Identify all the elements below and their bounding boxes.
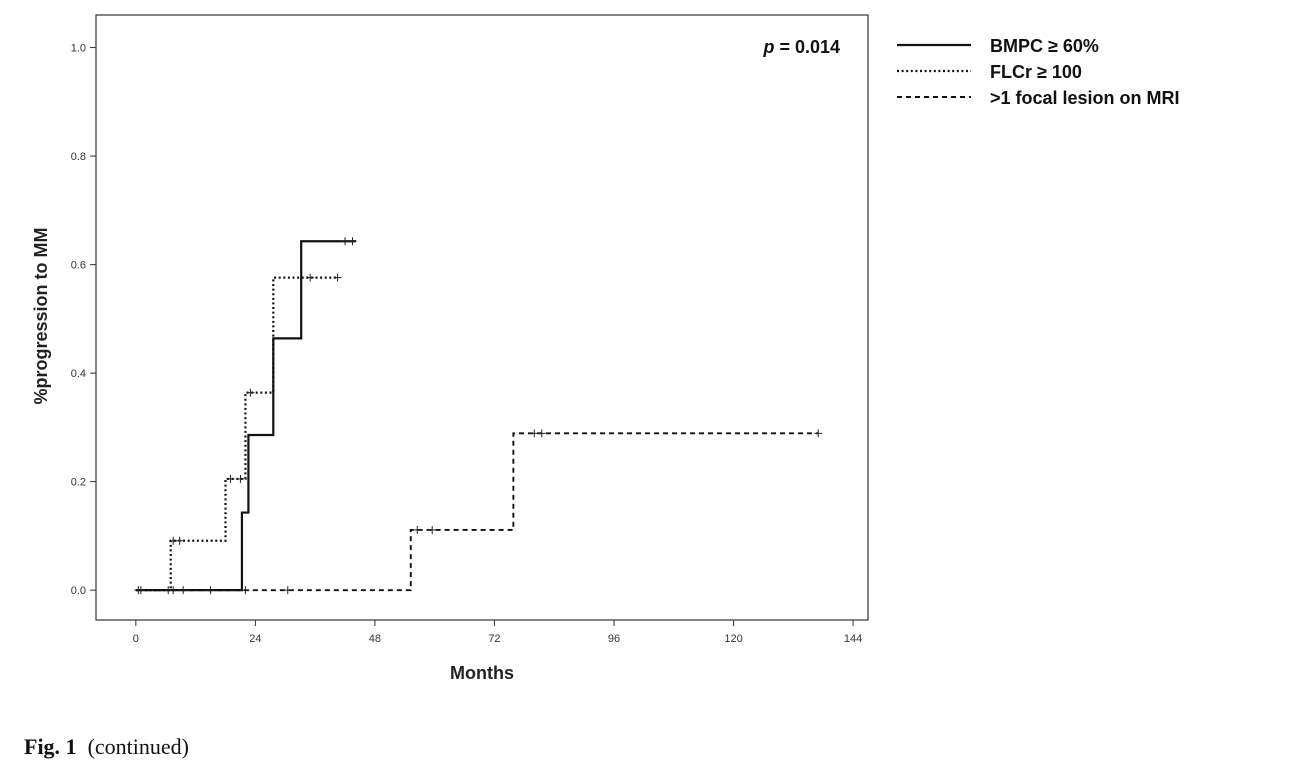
censor-mark <box>136 586 145 595</box>
y-tick-label: 0.2 <box>71 477 86 489</box>
x-axis-label: Months <box>450 663 514 683</box>
censor-mark <box>530 429 539 438</box>
y-axis-label: %progression to MM <box>31 227 51 404</box>
x-tick-label: 0 <box>133 633 139 645</box>
censor-mark <box>341 237 350 246</box>
p-value-symbol: p <box>762 37 774 57</box>
censor-mark <box>306 273 315 282</box>
censor-mark <box>179 586 188 595</box>
x-tick-label: 72 <box>488 633 500 645</box>
legend-label-2: FLCr ≥ 100 <box>990 62 1082 82</box>
figure-label: Fig. 1 <box>24 734 77 759</box>
x-tick-label: 144 <box>844 633 862 645</box>
y-tick-label: 0.4 <box>71 368 86 380</box>
censor-mark <box>206 586 215 595</box>
x-tick-label: 96 <box>608 633 620 645</box>
censor-mark <box>241 586 250 595</box>
censor-mark <box>814 429 823 438</box>
censor-mark <box>348 237 357 246</box>
y-tick-label: 0.8 <box>71 151 86 163</box>
legend-label-3: >1 focal lesion on MRI <box>990 88 1180 108</box>
series-line-1 <box>135 240 356 592</box>
series-line-3 <box>135 432 819 592</box>
censor-mark <box>169 586 178 595</box>
figure-caption: Fig. 1 (continued) <box>24 734 189 760</box>
censor-mark <box>333 273 342 282</box>
censor-mark <box>283 586 292 595</box>
legend-label-1: BMPC ≥ 60% <box>990 36 1099 56</box>
p-value-annotation: p = 0.014 <box>762 37 840 57</box>
x-tick-label: 48 <box>369 633 381 645</box>
censor-mark <box>236 474 245 483</box>
p-value-text: = 0.014 <box>774 37 840 57</box>
censor-mark <box>226 474 235 483</box>
x-tick-label: 24 <box>249 633 261 645</box>
censor-mark <box>175 536 184 545</box>
censor-mark <box>428 525 437 534</box>
censor-mark <box>413 525 422 534</box>
censor-mark <box>246 388 255 397</box>
x-tick-label: 120 <box>724 633 742 645</box>
y-tick-label: 0.0 <box>71 585 86 597</box>
legend: BMPC ≥ 60% FLCr ≥ 100 >1 focal lesion on M… <box>897 36 1180 108</box>
figure-caption-text: (continued) <box>87 734 189 759</box>
y-tick-label: 1.0 <box>71 43 86 55</box>
series-line-2 <box>135 276 338 592</box>
plot-frame <box>95 14 869 621</box>
y-tick-label: 0.6 <box>71 260 86 272</box>
km-chart: 0 24 48 72 96 120 144 0.0 0.2 0.4 0.6 0.8 1.0 %progr… <box>31 14 1180 683</box>
censor-mark <box>537 429 546 438</box>
